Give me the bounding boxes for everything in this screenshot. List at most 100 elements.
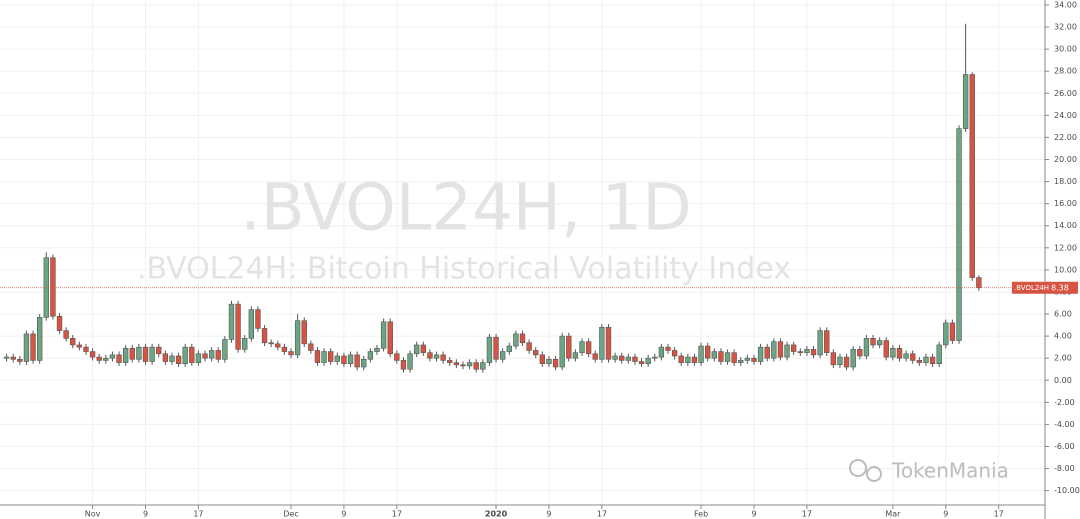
last-price-name: .BVOL24H [1014,284,1049,292]
candle-body [301,320,307,345]
candle-body [354,354,360,368]
candle-body [837,356,843,366]
x-tick-label: 2020 [485,510,508,519]
candle-body [50,257,56,317]
candle-body [308,343,314,351]
x-tick-label: 17 [994,510,1004,519]
candle-body [162,353,169,362]
candle-body [149,346,155,362]
candle-body [427,352,433,359]
last-price-value: 8.38 [1051,283,1069,292]
candle-body [698,345,704,363]
candle-body [678,355,684,363]
candle-body [685,356,691,363]
candle-body [394,353,400,361]
candle-body [857,349,863,357]
candle-body [552,358,559,368]
candle-body [691,356,698,363]
y-tick-label: 16.00 [1054,199,1077,208]
candle-body [559,335,565,368]
candle-body [361,358,367,368]
y-tick-label: 30.00 [1054,45,1077,54]
candle-body [222,339,228,360]
candle-body [70,338,76,346]
candle-body [30,333,36,361]
candle-body [400,360,407,370]
candle-body [334,355,340,362]
candle-body [460,364,466,367]
candle-body [122,347,129,363]
logo: TokenMania [849,459,1009,483]
candle-body [380,321,387,349]
x-tick-label: 9 [943,510,948,519]
candle-body [625,356,632,361]
x-tick-label: 17 [193,510,203,519]
candle-body [175,355,182,365]
candle-body [103,357,109,361]
candle-body [863,338,870,357]
y-tick-label: 0.00 [1054,376,1072,385]
candle-body [592,353,598,360]
y-tick-label: 34.00 [1054,0,1077,9]
candle-body [718,351,724,362]
candle-body [116,354,122,363]
y-tick-label: 18.00 [1054,177,1077,186]
candle-body [738,360,744,363]
candle-body [956,128,962,341]
candle-body [341,355,347,365]
candle-body [37,317,43,361]
candle-body [513,333,519,347]
y-tick-label: -10.00 [1054,486,1080,495]
candle-body [632,356,638,362]
candle-body [824,330,830,353]
candle-body [169,355,175,362]
candle-body [156,346,162,355]
candle-body [969,74,975,278]
candle-body [136,346,142,360]
y-tick-label: -2.00 [1054,398,1075,407]
candle-body [711,351,717,359]
candle-body [724,352,731,362]
candle-body [407,353,413,370]
candle-body [433,354,440,359]
y-tick-label: -8.00 [1054,464,1075,473]
candle-body [896,347,903,359]
candle-body [142,346,149,362]
x-tick-label: 17 [392,510,402,519]
y-tick-label: 28.00 [1054,67,1077,76]
candle-body [374,347,380,352]
candle-body [3,356,10,359]
y-tick-label: 26.00 [1054,89,1077,98]
candle-body [268,342,274,345]
candle-body [275,343,281,348]
candle-body [248,309,255,339]
y-tick-label: 32.00 [1054,23,1077,32]
candle-body [63,330,69,339]
candle-body [486,336,493,363]
candle-body [321,351,327,363]
candle-body [612,355,618,360]
candle-body [519,333,526,344]
candle-body [76,344,83,348]
y-tick-label: 6.00 [1054,310,1072,319]
candle-body [23,333,30,362]
candle-body [784,344,790,358]
candle-body [658,346,665,358]
candle-body [665,346,671,351]
x-tick-label: 17 [597,510,607,519]
candle-body [797,351,803,353]
candle-body [367,351,374,360]
candle-body [447,360,453,363]
watermark-title: .BVOL24H, 1D [240,172,691,246]
candle-body [10,356,16,360]
y-tick-label: 22.00 [1054,133,1077,142]
candle-body [850,349,856,368]
candle-body [645,357,651,365]
candle-body [638,361,645,365]
candle-body [56,315,63,331]
candle-body [314,350,321,363]
candle-body [976,277,982,289]
candle-body [936,344,942,365]
y-tick-label: 4.00 [1054,332,1072,341]
